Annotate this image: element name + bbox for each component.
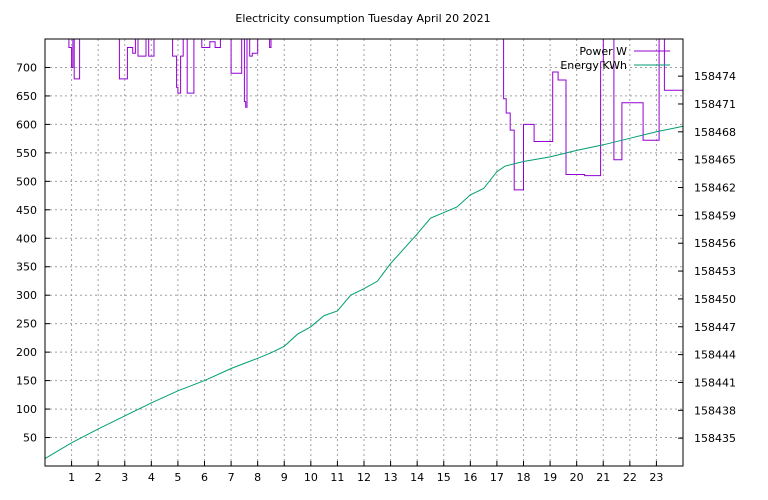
series-group	[44, 38, 684, 460]
y2-tick-label: 158474	[694, 70, 736, 83]
x-tick-label: 15	[437, 471, 451, 484]
y2-tick-label: 158459	[694, 209, 736, 222]
x-tick-label: 17	[490, 471, 504, 484]
y-tick-label: 450	[16, 204, 37, 217]
y-tick-label: 500	[16, 175, 37, 188]
y-tick-label: 400	[16, 232, 37, 245]
y2-tick-label: 158453	[694, 265, 736, 278]
legend-label-1: Energy KWh	[560, 59, 627, 72]
y2-tick-label: 158468	[694, 126, 736, 139]
y2-tick-label: 158444	[694, 349, 736, 362]
x-tick-label: 23	[649, 471, 663, 484]
y-tick-label: 550	[16, 147, 37, 160]
y-tick-label: 700	[16, 61, 37, 74]
y-tick-label: 150	[16, 375, 37, 388]
x-tick-label: 5	[174, 471, 181, 484]
x-tick-label: 7	[228, 471, 235, 484]
plot-frame	[44, 38, 684, 467]
x-tick-label: 14	[410, 471, 424, 484]
y-tick-label: 600	[16, 118, 37, 131]
y-tick-label: 350	[16, 261, 37, 274]
legend-label-0: Power W	[579, 45, 627, 58]
y2-tick-label: 158471	[694, 98, 736, 111]
y-tick-label: 100	[16, 403, 37, 416]
y2-tick-label: 158462	[694, 182, 736, 195]
x-tick-label: 3	[121, 471, 128, 484]
y2-tick-label: 158435	[694, 432, 736, 445]
x-tick-label: 6	[201, 471, 208, 484]
chart-title: Electricity consumption Tuesday April 20…	[235, 12, 490, 25]
y2-tick-label: 158447	[694, 321, 736, 334]
y-tick-label: 250	[16, 318, 37, 331]
y-tick-label: 50	[23, 432, 37, 445]
x-tick-label: 11	[330, 471, 344, 484]
x-tick-label: 22	[623, 471, 637, 484]
y-tick-label: 300	[16, 289, 37, 302]
y2-tick-label: 158465	[694, 154, 736, 167]
y-tick-label: 650	[16, 90, 37, 103]
y-axis-ticks: 50 100 150 200 250 300 350 400 450 500 550 600 650 70…	[16, 61, 50, 445]
x-tick-label: 12	[357, 471, 371, 484]
y2-tick-label: 158438	[694, 404, 736, 417]
x-tick-label: 2	[95, 471, 102, 484]
y2-tick-label: 158450	[694, 293, 736, 306]
grid	[45, 39, 683, 466]
y2-axis-ticks: 158435 158438 158441 158444 158447 158450 1584…	[678, 70, 736, 445]
x-tick-label: 10	[304, 471, 318, 484]
x-tick-label: 18	[517, 471, 531, 484]
x-tick-label: 20	[570, 471, 584, 484]
x-tick-label: 19	[543, 471, 557, 484]
x-tick-label: 16	[463, 471, 477, 484]
x-tick-label: 13	[384, 471, 398, 484]
x-tick-label: 4	[148, 471, 155, 484]
x-tick-label: 1	[68, 471, 75, 484]
x-axis-ticks: 1 2 3 4 5 6 7 8 9 10 11 12 13 14 15 16 17 18 19 20 21 22 23	[68, 461, 663, 484]
y-tick-label: 200	[16, 346, 37, 359]
y2-tick-label: 158456	[694, 237, 736, 250]
series-line-1	[44, 125, 684, 460]
x-tick-label: 8	[254, 471, 261, 484]
y2-tick-label: 158441	[694, 376, 736, 389]
x-tick-label: 9	[281, 471, 288, 484]
series-line-0	[45, 38, 683, 191]
x-tick-label: 21	[596, 471, 610, 484]
